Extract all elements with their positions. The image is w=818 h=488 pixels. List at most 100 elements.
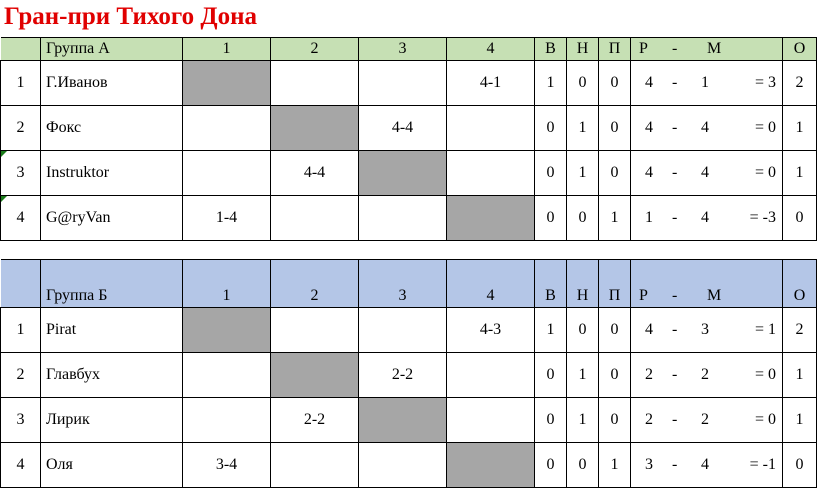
- goals: 4 - 4 = 0: [630, 105, 783, 151]
- goals: 4 - 4 = 0: [630, 150, 783, 196]
- goals-against: 2: [701, 411, 709, 428]
- header-col-3: 3: [358, 259, 447, 308]
- goals-for: 1: [645, 209, 653, 226]
- match-result: 1-4: [182, 195, 271, 241]
- goals-for: 2: [645, 366, 653, 383]
- header-draws: Н: [566, 37, 599, 61]
- match-result: [446, 352, 535, 398]
- row-number: 3: [0, 397, 41, 443]
- draws: 1: [566, 397, 599, 443]
- header-col-2: 2: [270, 37, 359, 61]
- group-table: Группа Б 1 2 3 4 В Н П Р-М О 1 Pirat 4-3…: [0, 259, 817, 488]
- dash: -: [672, 119, 678, 136]
- points: 1: [782, 352, 817, 398]
- header-row: Группа Б 1 2 3 4 В Н П Р - М О: [0, 259, 817, 308]
- player-name: Лирик: [40, 397, 183, 443]
- losses: 1: [598, 195, 631, 241]
- header-col-2: 2: [270, 259, 359, 308]
- match-result: 4-3: [446, 307, 535, 353]
- goal-diff: = 3: [754, 74, 776, 91]
- dash: -: [672, 411, 678, 428]
- wins: 0: [534, 352, 567, 398]
- goals-against: 2: [701, 366, 709, 383]
- points: 0: [782, 442, 817, 488]
- table-row: 2 Главбух 2-2 0 1 0 2-2 = 0 1: [0, 352, 817, 398]
- dash: -: [672, 209, 678, 226]
- header-points: О: [782, 259, 817, 308]
- match-result: 4-4: [270, 150, 359, 196]
- goals: 4 - 3 = 1: [630, 307, 783, 353]
- goals: 2 - 2 = 0: [630, 397, 783, 443]
- row-number: 2: [0, 105, 41, 151]
- header-goals: Р-М: [630, 37, 783, 61]
- row-number: 4: [0, 442, 41, 488]
- header-conceded: М: [707, 40, 722, 57]
- header-num: [0, 37, 41, 61]
- draws: 0: [566, 307, 599, 353]
- header-row: Группа А 1 2 3 4 В Н П Р - М О: [0, 37, 817, 61]
- row-number: 1: [0, 60, 41, 106]
- group-name: Группа А: [40, 37, 183, 61]
- losses: 0: [598, 60, 631, 106]
- goals-for: 3: [645, 456, 653, 473]
- header-losses: П: [598, 259, 631, 308]
- match-result: [358, 195, 447, 241]
- header-wins: В: [534, 37, 567, 61]
- points: 2: [782, 60, 817, 106]
- player-name: Instruktor: [40, 150, 183, 196]
- player-name: Главбух: [40, 352, 183, 398]
- match-result: [182, 150, 271, 196]
- match-result: [270, 307, 359, 353]
- self-cell: [182, 60, 271, 106]
- points: 2: [782, 307, 817, 353]
- table-row: 4 G@ryVan 1-4 0 0 1 1-4 = -3 0: [0, 195, 817, 241]
- points: 0: [782, 195, 817, 241]
- draws: 1: [566, 105, 599, 151]
- header-scored: Р: [639, 40, 648, 57]
- draws: 1: [566, 352, 599, 398]
- goals: 4 - 1 = 3: [630, 60, 783, 106]
- match-result: [182, 352, 271, 398]
- points: 1: [782, 397, 817, 443]
- goals-against: 4: [701, 164, 709, 181]
- goals-for: 4: [645, 119, 653, 136]
- page-title: Гран-при Тихого Дона: [4, 3, 258, 30]
- goal-diff: = 0: [754, 119, 776, 136]
- wins: 0: [534, 150, 567, 196]
- goal-diff: = 0: [754, 366, 776, 383]
- header-losses: П: [598, 37, 631, 61]
- dash: -: [672, 74, 678, 91]
- match-result: 2-2: [270, 397, 359, 443]
- match-result: 4-4: [358, 105, 447, 151]
- goal-diff: = 0: [754, 411, 776, 428]
- losses: 0: [598, 150, 631, 196]
- match-result: [358, 442, 447, 488]
- table-row: 2 Фокс 4-4 0 1 0 4-4 = 0 1: [0, 105, 817, 151]
- match-result: [446, 105, 535, 151]
- match-result: [358, 307, 447, 353]
- group-name: Группа Б: [40, 259, 183, 308]
- goals-against: 3: [701, 321, 709, 338]
- draws: 0: [566, 442, 599, 488]
- row-number: 2: [0, 352, 41, 398]
- header-num: [0, 259, 41, 308]
- header-draws: Н: [566, 259, 599, 308]
- dash: -: [672, 366, 678, 383]
- goals-for: 4: [645, 74, 653, 91]
- goals-for: 4: [645, 321, 653, 338]
- points: 1: [782, 105, 817, 151]
- header-col-4: 4: [446, 37, 535, 61]
- dash: -: [672, 164, 678, 181]
- wins: 0: [534, 442, 567, 488]
- table-row: 1 Г.Иванов 4-1 1 0 0 4-1 = 3 2: [0, 60, 817, 106]
- goals: 1 - 4 = -3: [630, 195, 783, 241]
- self-cell: [270, 352, 359, 398]
- row-number: 1: [0, 307, 41, 353]
- losses: 1: [598, 442, 631, 488]
- goals-for: 2: [645, 411, 653, 428]
- table-row: 1 Pirat 4-3 1 0 0 4-3 = 1 2: [0, 307, 817, 353]
- match-result: 4-1: [446, 60, 535, 106]
- header-points: О: [782, 37, 817, 61]
- header-scored: Р: [639, 287, 648, 304]
- wins: 0: [534, 105, 567, 151]
